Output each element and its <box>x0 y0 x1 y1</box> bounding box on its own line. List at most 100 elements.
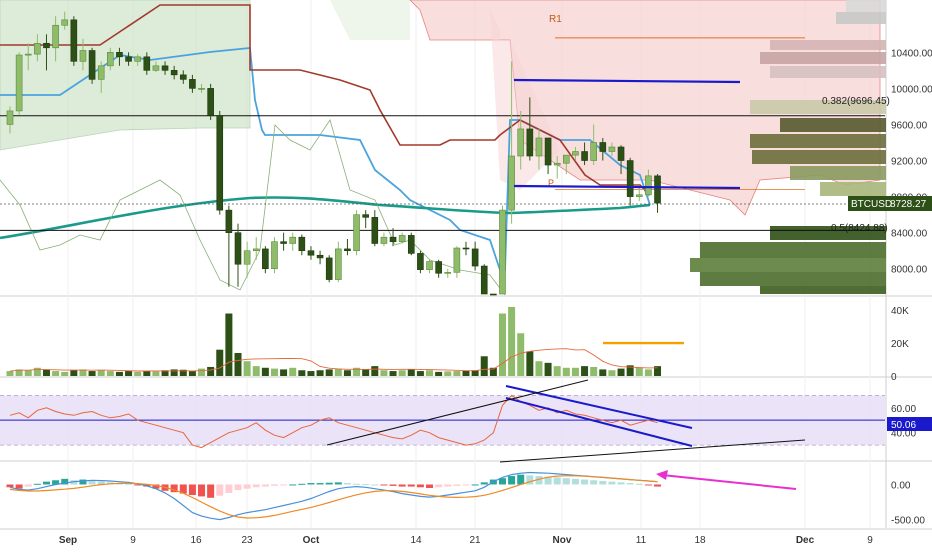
macd-histogram-bar <box>15 484 23 489</box>
fib-382-label: 0.382(9696.45) <box>822 96 890 107</box>
volume-bar <box>252 366 260 376</box>
volume-bar <box>426 370 434 376</box>
macd-histogram-bar <box>334 482 342 485</box>
candle-body <box>453 247 461 273</box>
candle-body <box>517 128 525 157</box>
volume-bar <box>553 366 561 376</box>
macd-histogram-bar <box>198 484 206 497</box>
macd-histogram-bar <box>581 479 589 485</box>
candle-body <box>371 217 379 244</box>
candle-body <box>490 293 497 296</box>
volume-bar <box>33 367 41 376</box>
macd-histogram-bar <box>134 484 142 486</box>
candle-body <box>70 19 78 62</box>
kijun-line <box>0 4 651 196</box>
macd-histogram-bar <box>599 480 607 485</box>
volume-bar <box>270 368 278 376</box>
price-tick-label: 10400.00 <box>891 48 932 59</box>
volume-bar <box>152 371 160 376</box>
candle-body <box>444 272 452 274</box>
volume-profile-bar <box>750 100 886 114</box>
macd-histogram-bar <box>362 484 370 486</box>
macd-histogram-bar <box>79 479 87 485</box>
volume-bar <box>316 370 324 376</box>
candle-body <box>362 214 369 218</box>
volume-pane <box>6 306 684 376</box>
time-tick-label: 18 <box>694 535 706 546</box>
signal-line <box>9 475 658 519</box>
candle-body <box>471 248 479 267</box>
candle-body <box>43 42 50 49</box>
volume-profile-bar <box>846 0 886 12</box>
candle-body <box>97 65 105 80</box>
candle-body <box>225 209 233 233</box>
candle-body <box>298 236 306 252</box>
candle-body <box>161 65 169 71</box>
candle-body <box>526 128 534 157</box>
chikou-span <box>0 119 506 296</box>
bullish-cloud-top <box>250 0 410 40</box>
volume-bar <box>143 371 151 376</box>
candle-body <box>170 70 178 76</box>
volume-profile-bar <box>760 286 886 294</box>
macd-histogram-bar <box>325 482 333 485</box>
r1-label: R1 <box>549 14 562 25</box>
volume-profile-bar <box>750 134 886 148</box>
macd-histogram-bar <box>152 484 160 489</box>
rsi-pane <box>0 394 885 449</box>
annotations <box>326 78 806 490</box>
volume-bar <box>125 371 133 376</box>
volume-bar <box>535 361 543 376</box>
volume-bar <box>471 370 479 376</box>
candle-body <box>344 248 351 252</box>
candle-body <box>61 19 69 26</box>
bearish-cloud-edge <box>490 10 560 190</box>
price-tick-label: 9600.00 <box>891 120 928 131</box>
volume-bar <box>234 352 242 376</box>
price-tick-label: 9200.00 <box>891 157 928 168</box>
rsi-value-label: 50.06 <box>891 420 916 431</box>
macd-histogram-bar <box>444 484 452 487</box>
volume-bar <box>161 370 169 376</box>
volume-bar <box>389 371 397 376</box>
macd-histogram-bar <box>243 484 251 489</box>
macd-histogram-bar <box>280 484 288 486</box>
volume-bar <box>599 369 607 376</box>
volume-profile-bar <box>836 12 886 24</box>
candle-body <box>116 52 123 58</box>
volume-bar <box>42 369 50 376</box>
candle-body <box>125 56 132 62</box>
time-tick-label: 9 <box>130 535 136 546</box>
macd-histogram-bar <box>526 475 534 485</box>
volume-bar <box>6 371 14 376</box>
candle-body <box>198 88 205 90</box>
volume-bar <box>508 306 516 376</box>
time-tick-label: 9 <box>867 535 873 546</box>
volume-bar <box>115 371 123 376</box>
volume-tick-label: 40K <box>891 306 909 317</box>
time-tick-label: Sep <box>59 535 77 546</box>
volume-profile-bar <box>790 166 886 180</box>
moving-average <box>0 196 651 240</box>
rsi-trendline-upper <box>326 379 589 446</box>
volume-bar <box>644 369 652 376</box>
macd-histogram-bar <box>626 483 634 485</box>
macd-histogram-bar <box>462 484 470 486</box>
candle-body <box>654 175 661 204</box>
candle-body <box>179 74 187 80</box>
macd-pane <box>6 471 662 521</box>
candles <box>6 11 661 296</box>
candle-body <box>572 151 579 156</box>
volume-bar <box>298 370 306 376</box>
volume-bar <box>571 367 579 376</box>
macd-histogram-bar <box>389 484 397 486</box>
candle-body <box>234 232 242 265</box>
volume-bar <box>353 367 361 376</box>
price-tick-label: 8000.00 <box>891 265 928 276</box>
macd-arrow-head <box>656 470 668 480</box>
volume-bar <box>198 368 206 376</box>
time-tick-label: 21 <box>469 535 481 546</box>
resistance-annotation <box>513 78 741 84</box>
candle-body <box>207 88 214 116</box>
